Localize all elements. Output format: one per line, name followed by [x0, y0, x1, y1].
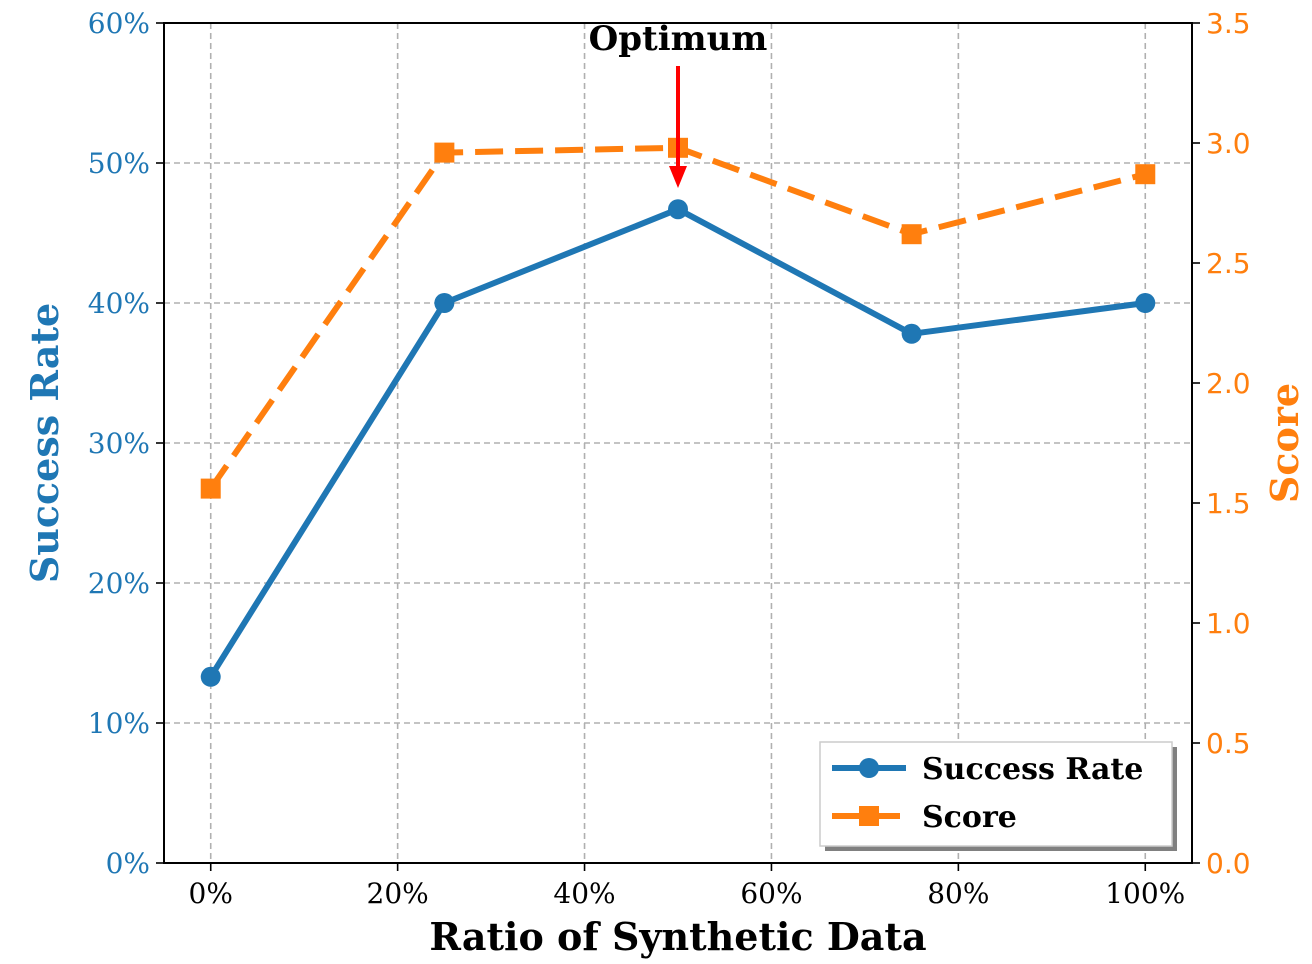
right-y-tick-label: 3.5 — [1206, 7, 1251, 40]
score-point — [1135, 164, 1156, 185]
legend-marker-square — [859, 806, 879, 826]
success-rate-point — [434, 293, 455, 313]
left-y-tick-label: 20% — [88, 567, 150, 600]
right-y-tick-label: 2.0 — [1206, 367, 1251, 400]
score-point — [901, 224, 922, 245]
legend: Success Rate Score — [819, 741, 1177, 851]
x-tick-label: 0% — [189, 877, 233, 910]
right-y-axis-title: Score — [1262, 383, 1307, 503]
right-y-tick-label: 2.5 — [1206, 247, 1251, 280]
x-tick-label: 40% — [553, 877, 615, 910]
right-y-tick-label: 0.5 — [1206, 727, 1251, 760]
success-rate-point — [200, 666, 221, 687]
success-rate-point — [1135, 293, 1156, 313]
left-y-tick-label: 60% — [88, 7, 150, 40]
x-tick-label: 20% — [367, 877, 429, 910]
left-y-tick-label: 10% — [88, 707, 150, 740]
axis-ticks: 0% 20% 40% 60% 80% 100% 0% 10% 20% 30% 40% 50% 60% 0.… — [88, 7, 1251, 910]
left-y-axis-title: Success Rate — [22, 303, 67, 583]
legend-box — [819, 741, 1173, 847]
x-tick-label: 60% — [740, 877, 802, 910]
right-y-tick-label: 3.0 — [1206, 127, 1251, 160]
series-line-score — [208, 144, 1147, 491]
x-tick-label: 100% — [1105, 877, 1185, 910]
x-tick-label: 80% — [927, 877, 989, 910]
right-y-tick-label: 0.0 — [1206, 847, 1251, 880]
left-y-tick-label: 0% — [106, 847, 150, 880]
score-point — [434, 142, 455, 163]
legend-entries: Success Rate Score — [832, 752, 1143, 835]
success-rate-point — [901, 323, 922, 344]
series-layer — [200, 137, 1156, 687]
right-y-tick-label: 1.5 — [1206, 487, 1251, 520]
optimum-arrow-head — [669, 166, 687, 188]
legend-label: Success Rate — [922, 752, 1143, 787]
left-y-tick-label: 30% — [88, 427, 150, 460]
x-axis-title: Ratio of Synthetic Data — [429, 914, 926, 959]
left-y-tick-label: 50% — [88, 147, 150, 180]
legend-label: Score — [922, 800, 1017, 835]
legend-marker-circle — [859, 758, 879, 778]
score-point — [200, 478, 221, 499]
optimum-annotation: Optimum — [589, 19, 768, 188]
left-y-tick-label: 40% — [88, 287, 150, 320]
optimum-label: Optimum — [589, 19, 768, 59]
success-rate-point — [668, 199, 688, 220]
right-y-tick-label: 1.0 — [1206, 607, 1251, 640]
